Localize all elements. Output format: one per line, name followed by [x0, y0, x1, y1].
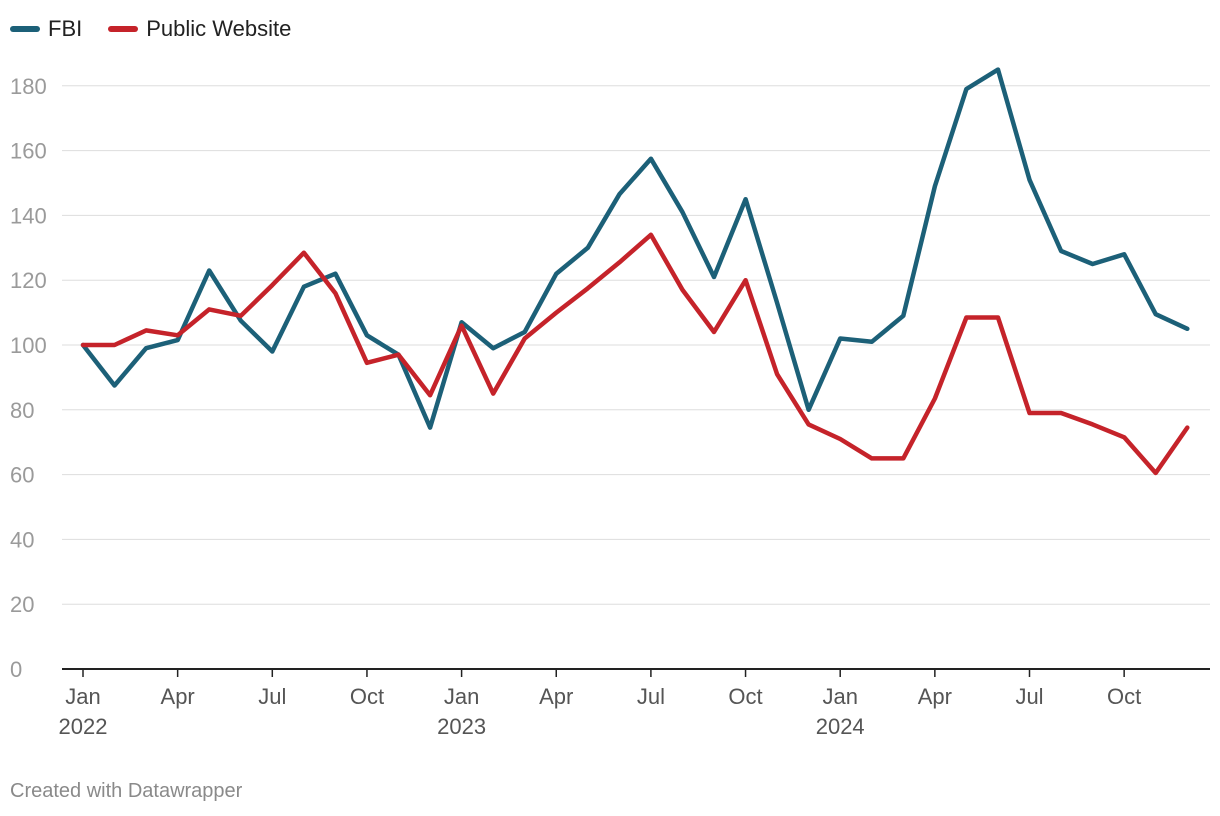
x-tick-label: Apr — [539, 684, 573, 709]
series-line-public-website — [80, 232, 1190, 476]
x-tick-year-label: 2023 — [437, 714, 486, 739]
x-tick-label: Apr — [161, 684, 195, 709]
x-tick-label: Oct — [350, 684, 384, 709]
x-tick-label: Oct — [728, 684, 762, 709]
legend: FBI Public Website — [10, 16, 291, 42]
x-tick-label: Jul — [637, 684, 665, 709]
legend-label-public-website: Public Website — [146, 16, 292, 41]
series-line-fbi — [80, 67, 1190, 430]
x-tick-label: Jan — [65, 684, 100, 709]
y-axis-ticks: 0 20 40 60 80 100 120 140 160 180 — [10, 74, 47, 682]
y-tick-label: 140 — [10, 203, 47, 228]
y-tick-label: 20 — [10, 592, 34, 617]
y-tick-label: 60 — [10, 463, 34, 488]
x-tick-label: Jan — [822, 684, 857, 709]
x-tick-label: Jul — [258, 684, 286, 709]
y-tick-label: 80 — [10, 398, 34, 423]
y-tick-label: 120 — [10, 268, 47, 293]
x-tick-label: Apr — [918, 684, 952, 709]
legend-label-fbi: FBI — [48, 16, 83, 41]
legend-swatch-public-website — [108, 26, 139, 32]
y-tick-label: 160 — [10, 139, 47, 164]
x-tick-label: Jan — [444, 684, 479, 709]
grid-lines — [62, 85, 1210, 670]
y-tick-label: 100 — [10, 333, 47, 358]
x-tick-year-label: 2024 — [816, 714, 865, 739]
x-tick-label: Jul — [1015, 684, 1043, 709]
y-tick-label: 180 — [10, 74, 47, 99]
x-axis-ticks: Jan 2022 Apr Jul Oct Jan 2023 Apr Jul Oct Jan 2024 A… — [59, 669, 1141, 739]
footer-credit: Created with Datawrapper — [10, 780, 243, 802]
legend-item-public-website: Public Website — [108, 16, 291, 42]
y-tick-label: 40 — [10, 527, 34, 552]
legend-swatch-fbi — [10, 26, 40, 32]
series-lines — [80, 67, 1190, 476]
x-tick-year-label: 2022 — [59, 714, 108, 739]
x-tick-label: Oct — [1107, 684, 1141, 709]
legend-item-fbi: FBI — [10, 16, 82, 42]
y-tick-label: 0 — [10, 657, 22, 682]
